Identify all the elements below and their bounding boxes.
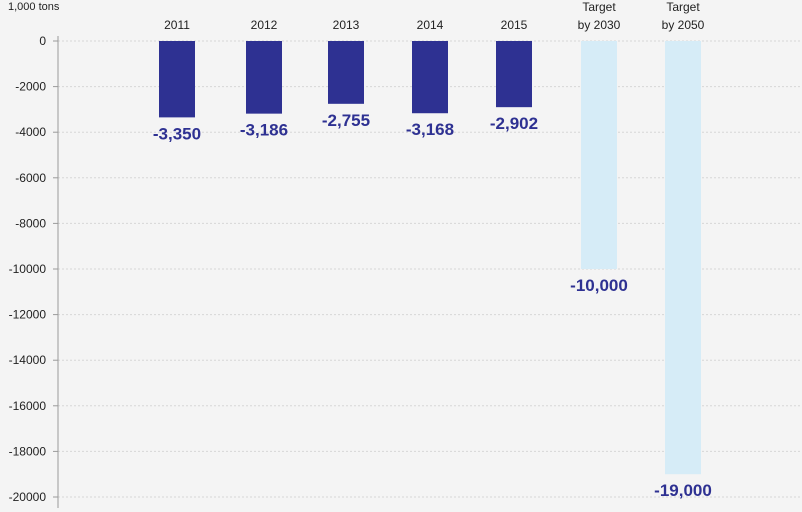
data-label: -3,350 [153,124,201,143]
y-tick-label: -8000 [15,216,46,230]
y-tick-label: -2000 [15,80,46,94]
category-label: 2015 [501,18,528,32]
bar [496,41,532,108]
category-label: 2013 [333,18,360,32]
y-tick-label: 0 [39,34,46,48]
data-label: -3,168 [406,120,454,139]
category-label: 2014 [417,18,444,32]
y-tick-label: -16000 [9,399,47,413]
data-label: -2,755 [322,111,370,130]
bar [159,41,195,118]
y-tick-label: -20000 [9,490,47,504]
category-labels: 2011 2012 2013 2014 2015 Target by 2030 Target b… [164,0,705,32]
y-tick-label: -18000 [9,444,47,458]
data-label: -19,000 [654,481,712,500]
y-tick-label: -10000 [9,262,47,276]
bar [246,41,282,114]
data-labels: -3,350 -3,186 -2,755 -3,168 -2,902 -10,000 -19… [153,111,712,500]
data-label: -10,000 [570,276,628,295]
category-label: by 2050 [662,18,705,32]
bar [581,41,617,269]
category-label: 2011 [164,18,190,32]
category-label: by 2030 [578,18,621,32]
bar [665,41,701,475]
data-label: -3,186 [240,121,288,140]
y-tick-label: -6000 [15,171,46,185]
category-label: Target [582,0,616,14]
bar [328,41,364,104]
category-label: 2012 [251,18,278,32]
y-tick-label: -4000 [15,125,46,139]
y-tick-label: -14000 [9,353,47,367]
bar [412,41,448,114]
data-label: -2,902 [490,114,538,133]
category-label: Target [666,0,700,14]
y-axis-unit-label: 1,000 tons [8,1,60,13]
y-axis-ticks: 0 -2000 -4000 -6000 -8000 -10000 -12000 -14000 -… [9,34,58,504]
y-tick-label: -12000 [9,308,47,322]
bars [159,41,701,475]
